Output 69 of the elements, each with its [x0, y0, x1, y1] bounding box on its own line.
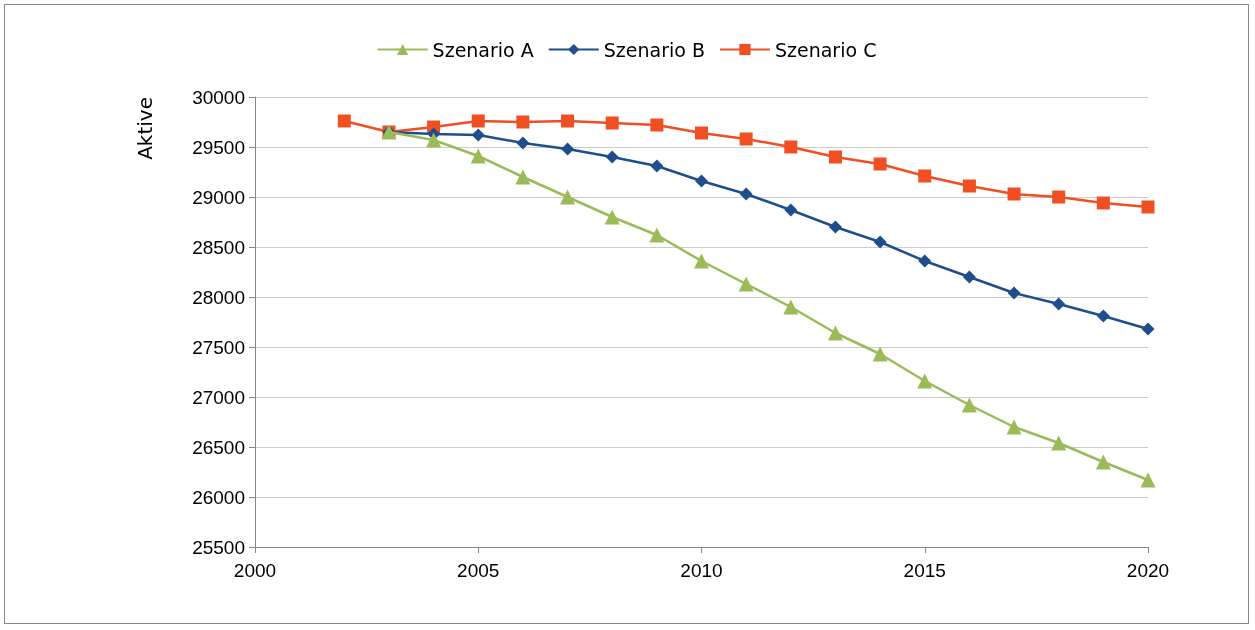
- point: [1006, 419, 1022, 435]
- point: [827, 325, 843, 341]
- point: [1095, 454, 1111, 470]
- y-tick-label: 29500: [192, 136, 245, 158]
- y-tick-label: 25500: [192, 536, 245, 558]
- point: [650, 118, 664, 132]
- y-tick-label: 26500: [192, 436, 245, 458]
- point: [1007, 286, 1021, 300]
- point: [1052, 297, 1066, 311]
- point: [872, 346, 888, 362]
- point: [873, 235, 887, 249]
- point: [961, 397, 977, 413]
- point: [918, 254, 932, 268]
- point: [739, 132, 753, 146]
- point: [471, 128, 485, 142]
- point: [784, 140, 798, 154]
- point: [1051, 435, 1067, 451]
- point: [516, 136, 530, 150]
- point: [828, 150, 842, 164]
- point: [426, 132, 442, 148]
- y-tick-label: 28500: [192, 236, 245, 258]
- y-tick-label: 30000: [192, 86, 245, 108]
- point: [695, 126, 708, 140]
- point: [962, 270, 976, 284]
- legend-label: Szenario A: [432, 38, 534, 61]
- point: [561, 142, 575, 156]
- x-tick-label: 2015: [903, 560, 946, 581]
- y-axis-title: Aktive: [133, 97, 157, 160]
- point: [516, 115, 530, 129]
- point: [1140, 472, 1156, 488]
- point: [561, 114, 575, 128]
- point: [738, 276, 754, 292]
- point: [1141, 200, 1155, 214]
- legend-label: Szenario C: [774, 38, 877, 61]
- point: [1141, 322, 1155, 336]
- point: [471, 114, 485, 128]
- point: [694, 253, 709, 269]
- point: [962, 179, 976, 193]
- point: [605, 150, 619, 164]
- point: [828, 220, 842, 234]
- point: [784, 203, 798, 217]
- point: [649, 227, 665, 243]
- x-tick-label: 2010: [680, 560, 723, 581]
- y-tick-label: 27000: [192, 386, 245, 408]
- point: [873, 157, 887, 171]
- point: [783, 299, 799, 315]
- y-tick-label: 29000: [192, 186, 245, 208]
- point: [917, 373, 933, 389]
- y-tick-label: 27500: [192, 336, 245, 358]
- legend-label: Szenario B: [603, 38, 705, 61]
- x-tick-label: 2000: [233, 560, 277, 581]
- point: [650, 159, 664, 173]
- point: [605, 116, 619, 130]
- point: [695, 174, 708, 188]
- x-tick-label: 2020: [1126, 560, 1170, 581]
- point: [337, 114, 351, 128]
- point: [1096, 309, 1110, 323]
- y-tick-label: 28000: [192, 286, 245, 308]
- point: [560, 189, 576, 205]
- y-tick-label: 26000: [192, 486, 245, 508]
- point: [1007, 187, 1021, 201]
- point: [739, 187, 753, 201]
- point: [515, 169, 531, 185]
- point: [604, 209, 620, 225]
- point: [1096, 196, 1110, 210]
- point: [1052, 190, 1066, 204]
- point: [470, 148, 486, 164]
- x-tick-label: 2005: [457, 560, 500, 581]
- point: [918, 169, 932, 183]
